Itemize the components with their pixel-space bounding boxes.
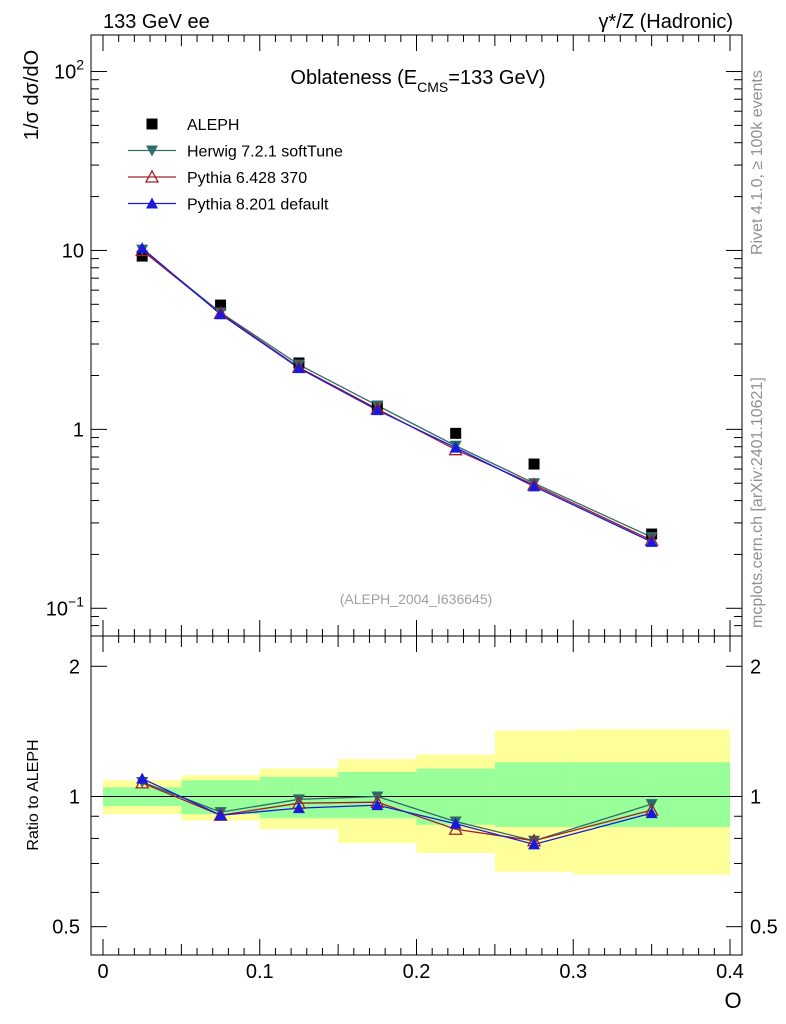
point-pythia-8-201-default xyxy=(645,535,658,547)
point-pythia-8-201-default xyxy=(449,441,462,453)
ratio-point-pythia-6-428-370 xyxy=(448,821,463,835)
main-panel: Oblateness (ECMS=133 GeV) 1/σ dσ/dO (ALE… xyxy=(21,34,743,637)
legend: ALEPH Herwig 7.2.1 softTune Pythia 6.428 3… xyxy=(128,117,343,214)
y-tick-label: 10−1 xyxy=(46,593,84,620)
point-pythia-8-201-default xyxy=(136,242,149,254)
point-aleph xyxy=(215,299,227,311)
point-aleph xyxy=(528,458,540,470)
ratio-y-tick-label: 1 xyxy=(69,786,80,808)
ratio-y-tick-label-right: 0.5 xyxy=(750,917,778,939)
chart-title: Oblateness (ECMS=133 GeV) xyxy=(290,67,545,95)
point-pythia-8-201-default xyxy=(528,480,541,492)
y-tick-label-base: 10 xyxy=(62,240,84,262)
y-axis-label: 1/σ dσ/dO xyxy=(21,50,43,140)
legend-label-pythia-8-201-default: Pythia 8.201 default xyxy=(187,197,329,214)
ratio-y-axis-label: Ratio to ALEPH xyxy=(25,739,42,850)
point-pythia-8-201-default xyxy=(214,308,227,320)
ratio-point-pythia-8-201-default xyxy=(292,802,305,814)
ratio-y-tick-label-right: 2 xyxy=(750,656,761,678)
x-tick-label: 0.2 xyxy=(403,961,431,983)
y-tick-label-base: 1 xyxy=(73,419,84,441)
y-tick-label: 1 xyxy=(73,419,84,441)
x-tick-label: 0.4 xyxy=(716,961,744,983)
ratio-point-pythia-8-201-default xyxy=(214,809,227,821)
ratio-point-herwig-7-2-1-softtune xyxy=(292,794,305,806)
ratio-point-pythia-8-201-default xyxy=(449,817,462,829)
x-tick-label: 0 xyxy=(97,961,108,983)
y-tick-label-base: 10 xyxy=(46,598,68,620)
ratio-y-tick-label-right: 1 xyxy=(750,786,761,808)
ratio-y-tick-label: 2 xyxy=(69,656,80,678)
y-tick-label: 10 xyxy=(62,240,84,262)
ratio-point-pythia-8-201-default xyxy=(136,772,149,784)
header-right-label: γ*/Z (Hadronic) xyxy=(599,11,733,33)
legend-marker-pythia-8-201-default xyxy=(146,197,158,209)
ratio-point-pythia-8-201-default xyxy=(645,807,658,819)
series-line-herwig-7-2-1-softtune xyxy=(141,249,652,538)
ratio-panel: 0.5 0.51 12 2 Ratio to ALEPH 0 0.1 0.2 0.3 0.4 … xyxy=(25,35,778,1013)
rivet-version-label: Rivet 4.1.0, ≥ 100k events xyxy=(749,70,766,255)
legend-marker-pythia-6-428-370 xyxy=(144,169,160,183)
legend-marker-aleph xyxy=(146,118,158,130)
x-tick-label: 0.1 xyxy=(246,961,274,983)
y-tick-label: 102 xyxy=(54,57,84,84)
y-tick-label-base: 10 xyxy=(54,62,76,84)
header-left-label: 133 GeV ee xyxy=(103,11,210,33)
legend-label-pythia-6-428-370: Pythia 6.428 370 xyxy=(187,170,307,187)
ratio-point-pythia-8-201-default xyxy=(528,838,541,850)
legend-label-herwig-7-2-1-softtune: Herwig 7.2.1 softTune xyxy=(187,144,343,161)
source-label: mcplots.cern.ch [arXiv:2401.10621] xyxy=(749,377,766,628)
y-tick-label-exponent: −1 xyxy=(68,593,84,609)
y-tick-label-exponent: 2 xyxy=(76,57,84,73)
analysis-tag: (ALEPH_2004_I636645) xyxy=(340,591,493,607)
legend-label-aleph: ALEPH xyxy=(187,117,239,134)
series-line-pythia-8-201-default xyxy=(141,247,652,543)
ratio-point-pythia-8-201-default xyxy=(371,799,384,811)
ratio-y-tick-label: 0.5 xyxy=(52,917,80,939)
series-line-pythia-6-428-370 xyxy=(141,249,652,541)
legend-marker-herwig-7-2-1-softtune xyxy=(146,145,158,157)
x-tick-label: 0.3 xyxy=(559,961,587,983)
x-axis-label: O xyxy=(724,988,741,1013)
point-pythia-8-201-default xyxy=(371,404,384,416)
point-aleph xyxy=(450,427,462,439)
ratio-band-inner xyxy=(494,762,574,828)
point-pythia-8-201-default xyxy=(292,362,305,374)
